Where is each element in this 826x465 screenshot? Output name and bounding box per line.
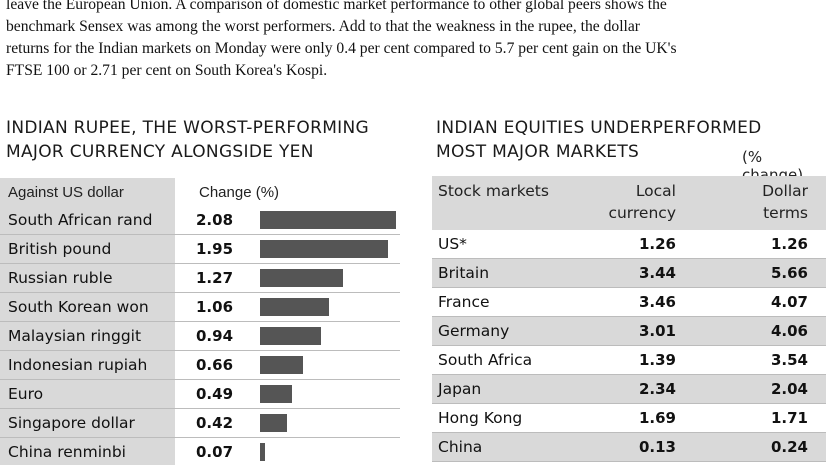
- market-name: South Africa: [438, 351, 533, 369]
- change-bar: [260, 298, 330, 316]
- market-name: US*: [438, 235, 467, 253]
- currency-row: British pound 1.95: [0, 235, 400, 264]
- currency-name: Singapore dollar: [0, 409, 175, 437]
- change-bar: [260, 414, 288, 432]
- dollar-terms-value: 1.26: [770, 235, 808, 253]
- market-row: Hong Kong 1.69 1.71: [432, 404, 826, 433]
- currency-row: China renminbi 0.07: [0, 438, 400, 465]
- currency-row: South Korean won 1.06: [0, 293, 400, 322]
- change-column-header: Change (%): [199, 183, 280, 201]
- currency-row: Singapore dollar 0.42: [0, 409, 400, 438]
- local-currency-value: 3.01: [638, 322, 676, 340]
- local-header-line: currency: [608, 204, 676, 222]
- dollar-terms-value: 0.24: [770, 438, 808, 456]
- intro-line: returns for the Indian markets on Monday…: [6, 40, 677, 57]
- local-currency-value: 3.46: [638, 293, 676, 311]
- change-bar: [260, 211, 396, 229]
- dollar-terms-value: 5.66: [770, 264, 808, 282]
- currency-column-header: Against US dollar: [0, 178, 175, 206]
- market-row: Japan 2.34 2.04: [432, 375, 826, 404]
- dollar-header-line: terms: [763, 204, 808, 222]
- change-value-label: 1.27: [196, 269, 234, 287]
- currency-row: Indonesian rupiah 0.66: [0, 351, 400, 380]
- local-currency-column-header: Local currency: [586, 180, 676, 224]
- change-bar: [260, 443, 265, 461]
- market-column-header: Stock markets: [438, 182, 549, 200]
- currency-name: British pound: [0, 235, 175, 263]
- change-bar: [260, 327, 322, 345]
- market-row: Britain 3.44 5.66: [432, 259, 826, 288]
- market-row: France 3.46 4.07: [432, 288, 826, 317]
- change-value-label: 0.49: [196, 385, 234, 403]
- currency-name: South Korean won: [0, 293, 175, 321]
- currency-name: South African rand: [0, 206, 175, 234]
- currency-name: Euro: [0, 380, 175, 408]
- local-currency-value: 1.26: [638, 235, 676, 253]
- currency-name: China renminbi: [0, 438, 175, 465]
- market-name: Hong Kong: [438, 409, 523, 427]
- rupee-rows: South African rand 2.08 British pound 1.95 R…: [0, 206, 400, 465]
- intro-paragraph: leave the European Union. A comparison o…: [6, 0, 822, 82]
- dollar-terms-value: 4.07: [770, 293, 808, 311]
- currency-row: South African rand 2.08: [0, 206, 400, 235]
- rupee-chart-title-line: MAJOR CURRENCY ALONGSIDE YEN: [6, 142, 314, 162]
- market-row: South Africa 1.39 3.54: [432, 346, 826, 375]
- rupee-bar-chart: Against US dollar Change (%) South Afric…: [0, 178, 400, 465]
- dollar-terms-column-header: Dollar terms: [718, 180, 808, 224]
- equities-title-line: MOST MAJOR MARKETS: [436, 142, 640, 162]
- currency-name: Russian ruble: [0, 264, 175, 292]
- change-value-label: 0.07: [196, 443, 234, 461]
- change-value-label: 0.94: [196, 327, 234, 345]
- currency-row: Euro 0.49: [0, 380, 400, 409]
- currency-name: Indonesian rupiah: [0, 351, 175, 379]
- change-bar: [260, 385, 293, 403]
- dollar-terms-value: 2.04: [770, 380, 808, 398]
- local-header-line: Local: [635, 182, 676, 200]
- change-value-label: 1.06: [196, 298, 234, 316]
- intro-line: leave the European Union. A comparison o…: [6, 0, 667, 13]
- change-bar: [260, 269, 344, 287]
- change-value-label: 1.95: [196, 240, 234, 258]
- currency-name: Malaysian ringgit: [0, 322, 175, 350]
- market-name: Britain: [438, 264, 490, 282]
- market-row: Germany 3.01 4.06: [432, 317, 826, 346]
- currency-row: Russian ruble 1.27: [0, 264, 400, 293]
- change-value-label: 2.08: [196, 211, 234, 229]
- dollar-terms-value: 1.71: [770, 409, 808, 427]
- market-name: Japan: [438, 380, 482, 398]
- equities-table: Stock markets Local currency Dollar term…: [432, 176, 826, 462]
- intro-line: benchmark Sensex was among the worst per…: [6, 18, 640, 35]
- local-currency-value: 0.13: [638, 438, 676, 456]
- change-bar: [260, 356, 304, 374]
- market-row: US* 1.26 1.26: [432, 230, 826, 259]
- change-value-label: 0.66: [196, 356, 234, 374]
- rupee-table-header: Against US dollar Change (%): [0, 178, 400, 206]
- equities-title-line: INDIAN EQUITIES UNDERPERFORMED: [436, 118, 762, 138]
- currency-row: Malaysian ringgit 0.94: [0, 322, 400, 351]
- market-name: Germany: [438, 322, 510, 340]
- equities-rows: US* 1.26 1.26 Britain 3.44 5.66 France 3.46 4.07…: [432, 230, 826, 462]
- market-name: China: [438, 438, 483, 456]
- rupee-chart-title-line: INDIAN RUPEE, THE WORST-PERFORMING: [6, 118, 369, 138]
- intro-line: FTSE 100 or 2.71 per cent on South Korea…: [6, 62, 328, 79]
- market-row: China 0.13 0.24: [432, 433, 826, 462]
- local-currency-value: 1.39: [638, 351, 676, 369]
- dollar-terms-value: 3.54: [770, 351, 808, 369]
- change-bar: [260, 240, 388, 258]
- dollar-header-line: Dollar: [762, 182, 808, 200]
- rupee-chart-title: INDIAN RUPEE, THE WORST-PERFORMING MAJOR…: [6, 116, 406, 164]
- change-value-label: 0.42: [196, 414, 234, 432]
- local-currency-value: 1.69: [638, 409, 676, 427]
- local-currency-value: 3.44: [638, 264, 676, 282]
- equities-table-header: Stock markets Local currency Dollar term…: [432, 176, 826, 230]
- equities-table-title: INDIAN EQUITIES UNDERPERFORMED MOST MAJO…: [436, 116, 826, 164]
- local-currency-value: 2.34: [638, 380, 676, 398]
- market-name: France: [438, 293, 490, 311]
- dollar-terms-value: 4.06: [770, 322, 808, 340]
